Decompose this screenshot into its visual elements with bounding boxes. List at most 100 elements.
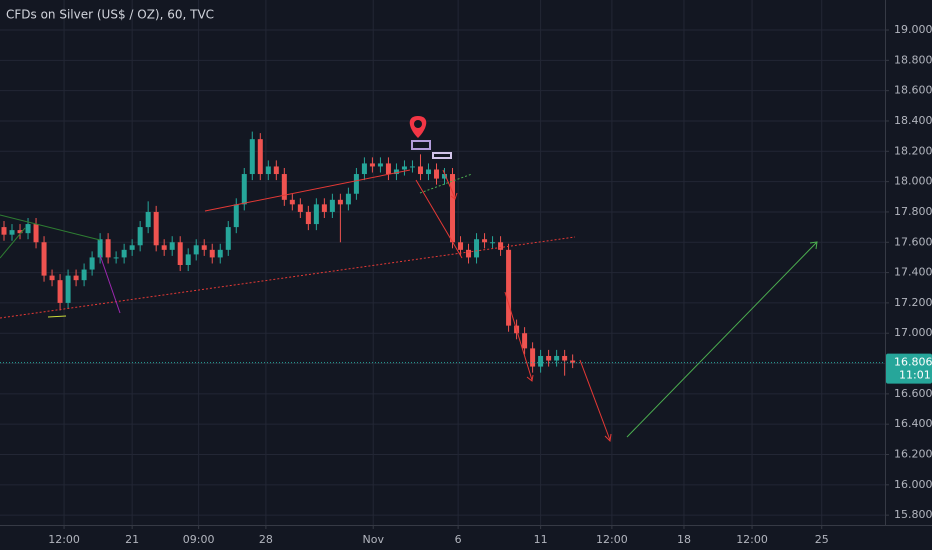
x-tick-label: 18 xyxy=(677,533,691,546)
candle-body xyxy=(105,239,111,258)
candle-body xyxy=(161,245,167,250)
trend-line xyxy=(419,173,473,194)
candle-body xyxy=(554,355,560,361)
candle-body xyxy=(153,211,159,246)
candle-body xyxy=(193,245,199,255)
y-tick-label: 18.600 xyxy=(894,84,932,97)
candle-body xyxy=(345,193,351,205)
candle-body xyxy=(89,257,95,270)
candle-body xyxy=(241,174,247,205)
x-tick-label: Nov xyxy=(362,533,384,546)
candle-body xyxy=(81,269,87,281)
candle-body xyxy=(65,275,71,303)
y-tick-label: 16.000 xyxy=(894,478,932,491)
x-tick-label: 25 xyxy=(815,533,829,546)
candle-body xyxy=(506,249,512,326)
candle-body xyxy=(1,227,7,235)
candle-body xyxy=(458,242,464,250)
candle-body xyxy=(129,245,135,250)
countdown-label: 11:01 xyxy=(899,369,931,382)
candle-body xyxy=(409,166,415,168)
candle-body xyxy=(217,249,223,258)
x-tick-label: 6 xyxy=(455,533,462,546)
y-tick-label: 17.800 xyxy=(894,205,932,218)
arrow xyxy=(504,291,533,381)
candle-body xyxy=(145,211,151,228)
candle-body xyxy=(297,204,303,212)
x-tick-label: 12:00 xyxy=(48,533,80,546)
last-price-label: 16.806 xyxy=(894,356,932,369)
drawings xyxy=(0,116,818,443)
candle-body xyxy=(433,169,439,179)
trend-line xyxy=(0,214,101,241)
candle-body xyxy=(185,254,191,266)
candle-body xyxy=(369,163,375,167)
arrow-head xyxy=(604,433,612,443)
arrow xyxy=(442,169,456,199)
arrow-head xyxy=(526,374,534,382)
last-price-box xyxy=(886,353,932,384)
candle-body xyxy=(329,199,335,212)
candle-body xyxy=(570,360,576,363)
candle-body xyxy=(177,242,183,266)
y-tick-label: 18.000 xyxy=(894,175,932,188)
candle-body xyxy=(201,245,207,250)
y-tick-label: 15.800 xyxy=(894,508,932,521)
candle-body xyxy=(233,204,239,228)
y-tick-label: 18.800 xyxy=(894,53,932,66)
y-tick-label: 17.000 xyxy=(894,326,932,339)
candle-body xyxy=(17,230,23,234)
y-tick-label: 17.200 xyxy=(894,296,932,309)
candle-body xyxy=(225,227,231,250)
candle-body xyxy=(425,169,431,175)
candle-body xyxy=(361,163,367,175)
y-tick-label: 16.400 xyxy=(894,417,932,430)
box xyxy=(432,152,452,159)
candle-body xyxy=(113,257,119,259)
candle-body xyxy=(474,239,480,258)
candle-body xyxy=(546,355,552,361)
candle-body xyxy=(249,139,255,175)
arrow-head xyxy=(809,241,818,250)
x-tick-label: 11 xyxy=(534,533,548,546)
y-tick-label: 19.000 xyxy=(894,23,932,36)
arrow xyxy=(626,241,818,438)
candle-body xyxy=(9,230,15,235)
candle-body xyxy=(33,224,39,243)
candle-body xyxy=(522,333,528,349)
candle-body xyxy=(417,166,423,175)
candle-body xyxy=(305,211,311,225)
trend-line xyxy=(0,236,576,319)
y-tick-label: 16.600 xyxy=(894,387,932,400)
candle-body xyxy=(337,199,343,205)
candle-body xyxy=(257,139,263,175)
y-tick-label: 17.400 xyxy=(894,266,932,279)
candle-body xyxy=(57,280,63,303)
x-tick-label: 21 xyxy=(125,533,139,546)
trend-line xyxy=(204,169,411,212)
trend-line xyxy=(99,254,121,314)
box xyxy=(411,140,431,150)
candle-body xyxy=(377,163,383,167)
candle-body xyxy=(321,204,327,212)
candle-body xyxy=(281,174,287,200)
candles xyxy=(1,131,576,376)
candle-body xyxy=(562,355,568,361)
candle-body xyxy=(466,249,472,258)
candle-body xyxy=(450,174,456,243)
candle-body xyxy=(121,249,127,258)
marker-hole xyxy=(414,120,422,128)
candle-body xyxy=(490,242,496,244)
candle-body xyxy=(273,166,279,175)
candle-body xyxy=(393,169,399,175)
candle-body xyxy=(482,239,488,243)
trend-line xyxy=(47,315,67,318)
candle-body xyxy=(538,355,544,367)
trend-line xyxy=(0,227,26,259)
candle-body xyxy=(265,166,271,175)
x-tick-label: 09:00 xyxy=(183,533,215,546)
candle-body xyxy=(25,224,31,234)
arrow xyxy=(415,179,463,259)
